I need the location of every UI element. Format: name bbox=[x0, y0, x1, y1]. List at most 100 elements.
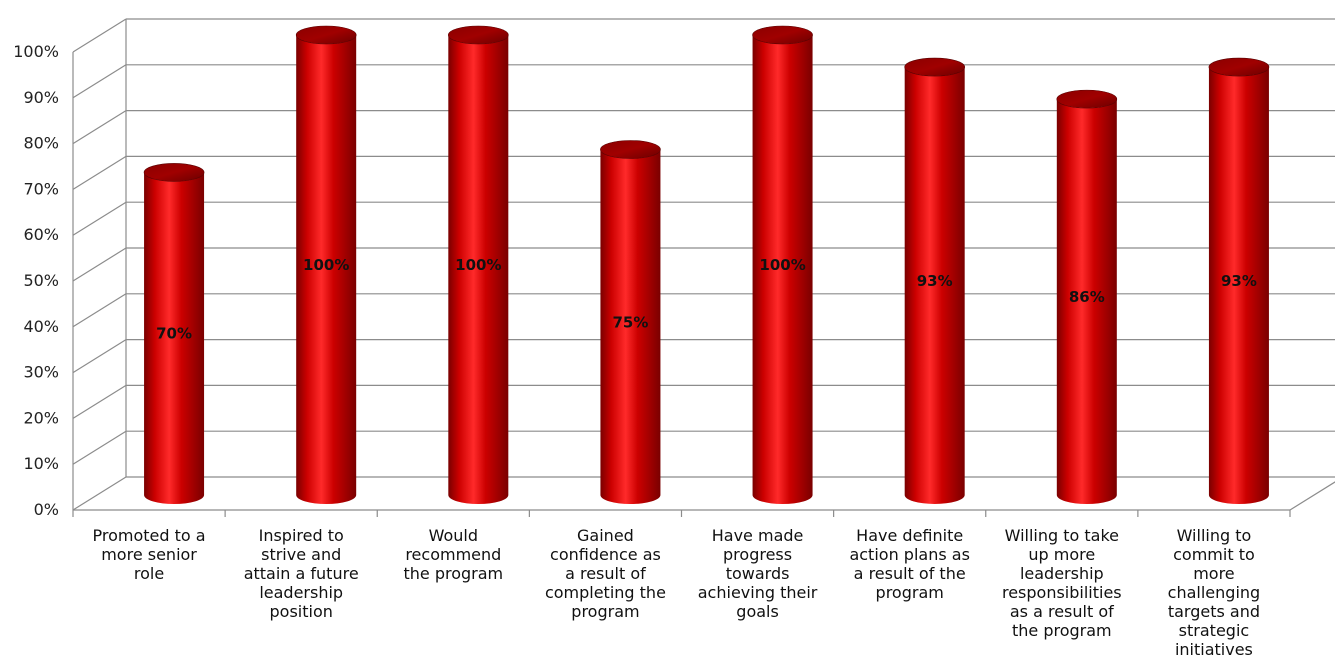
category-label-line: Willing to take bbox=[1005, 526, 1119, 545]
bar-body bbox=[752, 35, 813, 504]
gridline-diagonal bbox=[72, 430, 127, 465]
category-label-line: program bbox=[571, 602, 639, 621]
gridline-diagonal bbox=[72, 110, 127, 145]
gridline-diagonal bbox=[72, 18, 127, 53]
bar-top bbox=[1208, 57, 1270, 77]
bar-top bbox=[295, 25, 357, 45]
y-tick-label: 60% bbox=[23, 225, 59, 244]
category-label-line: more senior bbox=[101, 545, 197, 564]
bar-top bbox=[1056, 89, 1118, 109]
data-label: 75% bbox=[612, 313, 648, 331]
bar bbox=[295, 25, 357, 504]
category-label-line: Have made bbox=[712, 526, 804, 545]
category-label-line: attain a future bbox=[244, 564, 359, 583]
y-tick-label: 40% bbox=[23, 317, 59, 336]
category-label-line: a result of the bbox=[854, 564, 966, 583]
gridline-diagonal bbox=[72, 293, 127, 328]
category-label-line: position bbox=[270, 602, 333, 621]
y-tick-label: 50% bbox=[23, 271, 59, 290]
category-label-line: more bbox=[1193, 564, 1234, 583]
y-tick-label: 30% bbox=[23, 363, 59, 382]
y-tick-label: 70% bbox=[23, 179, 59, 198]
data-label: 93% bbox=[917, 272, 953, 290]
bar bbox=[1056, 89, 1118, 505]
category-label: Have definite action plans as a result of … bbox=[849, 526, 969, 602]
category-label-line: the program bbox=[1012, 621, 1112, 640]
gridlines bbox=[72, 18, 1335, 511]
data-label: 93% bbox=[1221, 272, 1257, 290]
x-tick-marks bbox=[72, 510, 1291, 517]
category-label-line: Have definite bbox=[856, 526, 963, 545]
category-label-line: Would bbox=[429, 526, 478, 545]
category-label-line: strive and bbox=[261, 545, 341, 564]
floor-right-edge bbox=[1289, 481, 1335, 511]
bar-body bbox=[600, 149, 661, 504]
data-label: 86% bbox=[1069, 288, 1105, 306]
category-label-line: up more bbox=[1028, 545, 1095, 564]
bar bbox=[448, 25, 509, 504]
category-label-line: completing the bbox=[545, 583, 666, 602]
category-label-line: challenging bbox=[1168, 583, 1261, 602]
bar-body bbox=[1056, 99, 1117, 505]
category-label: Would recommend the program bbox=[403, 526, 503, 583]
gridline-diagonal bbox=[72, 247, 127, 282]
gridline-diagonal bbox=[72, 155, 127, 190]
category-label: Willing to commit to more challenging target… bbox=[1168, 526, 1261, 659]
y-tick-label: 90% bbox=[23, 88, 59, 107]
category-label: Promoted to a more senior role bbox=[93, 526, 206, 583]
category-label-line: initiatives bbox=[1175, 640, 1253, 659]
y-tick-labels: 0% 10% 20% 30% 40% 50% 60% 70% 80% 90% 100% bbox=[13, 42, 59, 519]
data-label: 100% bbox=[455, 256, 501, 274]
category-label-line: Willing to bbox=[1177, 526, 1252, 545]
bar-top bbox=[752, 25, 813, 45]
category-label: Gained confidence as a result of completing… bbox=[545, 526, 666, 621]
category-label-line: achieving their bbox=[698, 583, 818, 602]
bar bbox=[752, 25, 813, 504]
bar-top bbox=[448, 25, 509, 45]
bar-body bbox=[904, 67, 965, 504]
category-label-line: role bbox=[134, 564, 164, 583]
category-label-line: program bbox=[876, 583, 944, 602]
category-label: Willing to take up more leadership responsi… bbox=[1002, 526, 1122, 640]
bar bbox=[1208, 57, 1270, 504]
category-label-line: the program bbox=[403, 564, 503, 583]
data-label: 100% bbox=[759, 256, 805, 274]
y-tick-label: 80% bbox=[23, 134, 59, 153]
bar-top bbox=[904, 57, 965, 77]
gridline-diagonal bbox=[72, 339, 127, 374]
category-label-line: progress bbox=[723, 545, 792, 564]
category-label: Inspired to strive and attain a future lead… bbox=[244, 526, 359, 621]
category-label-line: goals bbox=[736, 602, 779, 621]
y-tick-label: 20% bbox=[23, 408, 59, 427]
bar bbox=[904, 57, 965, 504]
category-label-line: a result of bbox=[565, 564, 646, 583]
bar-top bbox=[143, 163, 205, 182]
category-label-line: strategic bbox=[1179, 621, 1250, 640]
category-label: Have made progress towards achieving their g… bbox=[698, 526, 818, 621]
category-label-line: Promoted to a bbox=[93, 526, 206, 545]
category-label-line: responsibilities bbox=[1002, 583, 1122, 602]
bar-body bbox=[1208, 67, 1269, 504]
bar-body bbox=[448, 35, 509, 504]
category-label-line: recommend bbox=[405, 545, 501, 564]
category-label-line: confidence as bbox=[550, 545, 661, 564]
gridline-diagonal bbox=[72, 64, 127, 99]
bar-top bbox=[600, 140, 661, 159]
bar bbox=[143, 163, 205, 504]
gridline-diagonal bbox=[72, 384, 127, 419]
category-label-line: leadership bbox=[259, 583, 343, 602]
y-tick-label: 0% bbox=[34, 500, 59, 519]
bar-body bbox=[144, 172, 205, 504]
bars: 70% 100% 100% 75% 100% 93% 86% 93% bbox=[143, 25, 1270, 505]
category-label-line: Inspired to bbox=[259, 526, 344, 545]
category-label-line: Gained bbox=[577, 526, 634, 545]
gridline-diagonal bbox=[72, 201, 127, 236]
y-tick-label: 100% bbox=[13, 42, 59, 61]
category-label-line: leadership bbox=[1020, 564, 1104, 583]
y-tick-label: 10% bbox=[23, 454, 59, 473]
category-label-line: as a result of bbox=[1010, 602, 1114, 621]
gridline-diagonal bbox=[72, 476, 127, 511]
category-label-line: targets and bbox=[1168, 602, 1260, 621]
